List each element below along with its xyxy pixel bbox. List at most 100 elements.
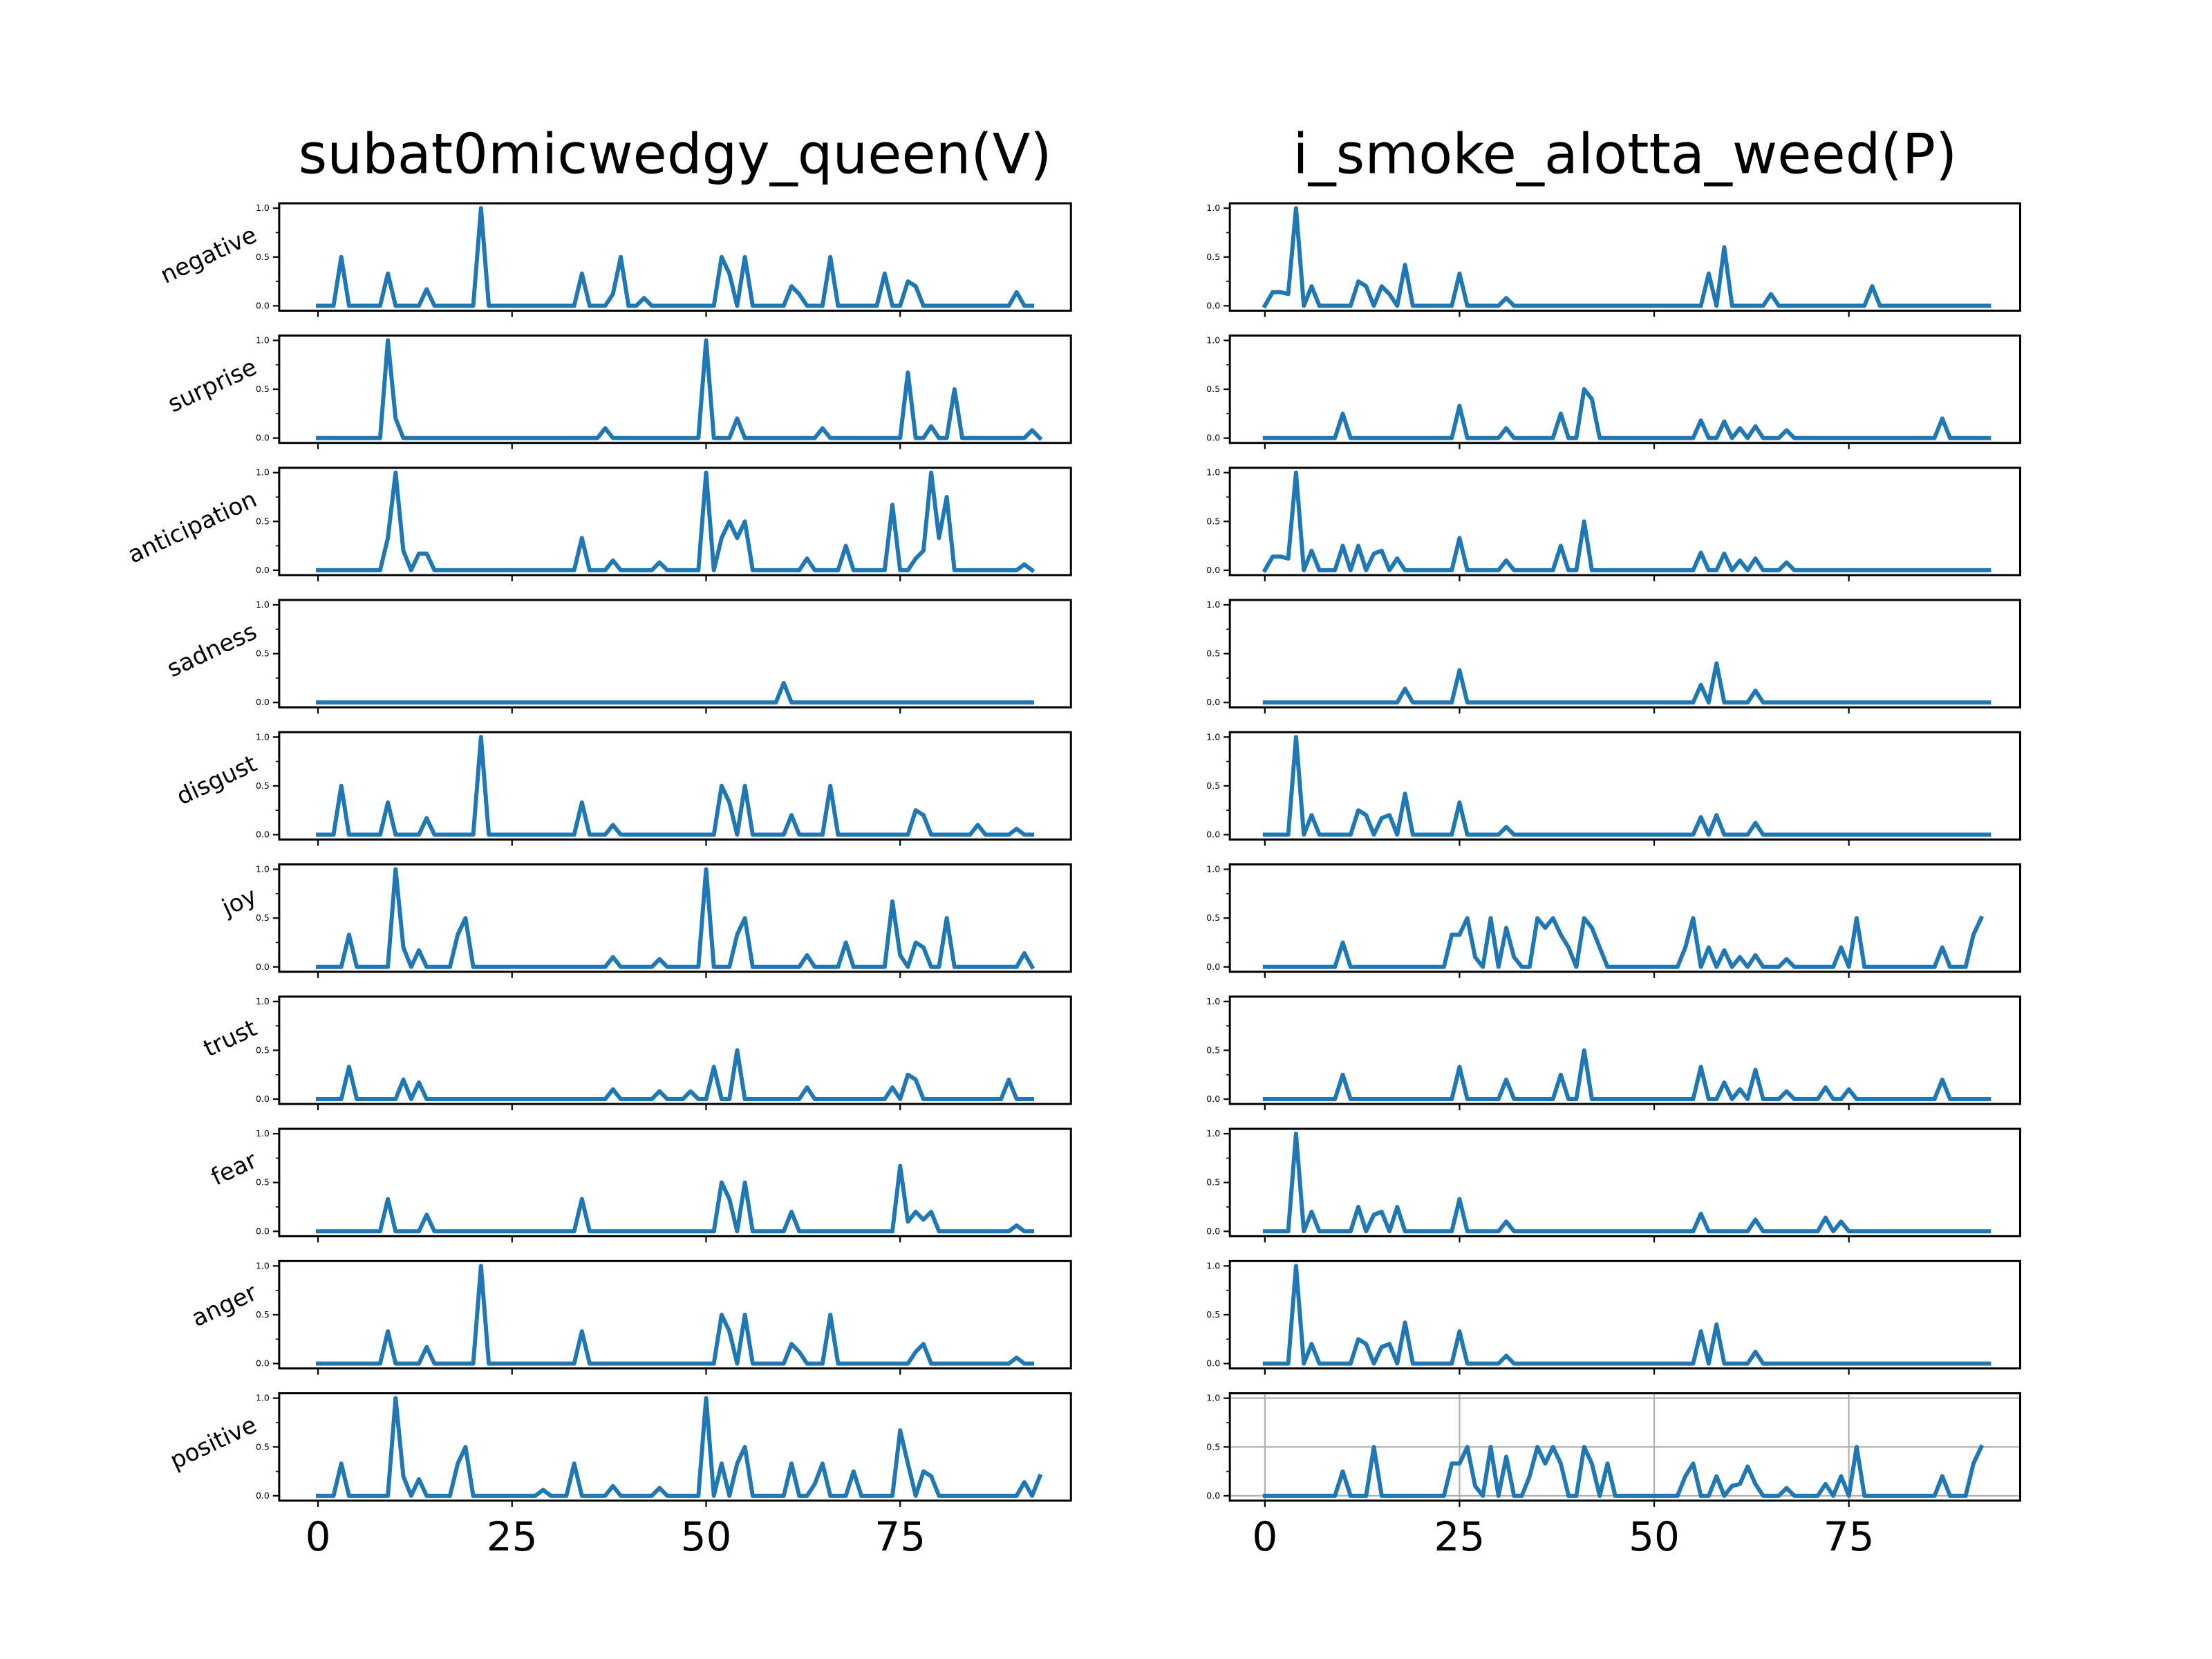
y-tick-label: 0.5: [1206, 780, 1220, 791]
y-tick-label: 0.0: [1206, 1226, 1220, 1236]
column-title: i_smoke_alotta_weed(P): [1293, 122, 1957, 187]
row-label-trust: trust: [199, 1014, 261, 1062]
subplot-surprise: 0.0 0.5 1.0: [1206, 334, 2021, 449]
y-tick-label: 1.0: [1206, 731, 1220, 742]
y-tick-label: 0.5: [256, 912, 270, 923]
row-label-surprise: surprise: [164, 353, 261, 418]
y-tick-label: 0.0: [1206, 433, 1220, 443]
y-tick-label: 0.5: [1206, 252, 1220, 262]
series-line-fear: [316, 1163, 1035, 1234]
y-tick-label: 0.5: [256, 1044, 270, 1055]
series-line-negative: [316, 206, 1035, 308]
y-tick-label: 0.5: [256, 1441, 270, 1452]
subplot-fear: 0.0 0.5 1.0 fear: [207, 1127, 1072, 1243]
y-tick-label: 0.5: [256, 648, 270, 659]
y-tick-label: 1.0: [256, 335, 270, 345]
row-label-sadness: sadness: [163, 618, 261, 684]
x-tick-label: 50: [681, 1513, 732, 1560]
subplot-sadness: 0.0 0.5 1.0: [1206, 599, 2021, 714]
y-tick-label: 0.0: [1206, 300, 1220, 310]
y-tick-label: 0.0: [1206, 1094, 1220, 1104]
x-tick-label: 50: [1629, 1513, 1680, 1560]
y-tick-label: 0.5: [256, 252, 270, 262]
subplot-trust: 0.0 0.5 1.0: [1206, 995, 2021, 1111]
x-tick-label: 0: [306, 1513, 331, 1560]
subplot-anger: 0.0 0.5 1.0: [1206, 1259, 2021, 1375]
y-tick-label: 1.0: [256, 864, 270, 874]
y-tick-label: 0.0: [256, 1490, 270, 1501]
y-tick-label: 1.0: [1206, 335, 1220, 345]
subplot-fear: 0.0 0.5 1.0: [1206, 1127, 2021, 1243]
series-line-anticipation: [316, 470, 1035, 574]
y-tick-label: 0.0: [256, 962, 270, 972]
y-tick-label: 0.5: [256, 1177, 270, 1188]
y-tick-label: 0.0: [256, 1094, 270, 1104]
y-tick-label: 0.5: [1206, 648, 1220, 659]
x-tick-label: 0: [1252, 1513, 1277, 1560]
subplot-anticipation: 0.0 0.5 1.0 anticipation: [124, 467, 1072, 581]
subplot-negative: 0.0 0.5 1.0 negative: [156, 202, 1072, 317]
y-tick-label: 0.0: [256, 697, 270, 707]
y-tick-label: 1.0: [1206, 996, 1220, 1006]
y-tick-label: 1.0: [256, 1260, 270, 1271]
y-tick-label: 0.0: [256, 433, 270, 443]
y-tick-label: 0.5: [1206, 384, 1220, 394]
y-tick-label: 1.0: [1206, 1393, 1220, 1403]
y-tick-label: 0.5: [1206, 1441, 1220, 1452]
row-label-negative: negative: [156, 221, 261, 290]
series-line-surprise: [1262, 387, 1991, 440]
series-line-sadness: [1262, 661, 1991, 705]
y-tick-label: 0.5: [1206, 1044, 1220, 1055]
y-tick-label: 0.0: [1206, 829, 1220, 839]
row-label-anticipation: anticipation: [124, 485, 261, 569]
x-tick-label: 75: [1824, 1513, 1875, 1560]
subplot-frame: [278, 202, 1072, 312]
series-line-positive: [316, 1396, 1043, 1498]
y-tick-label: 0.5: [256, 780, 270, 791]
y-tick-label: 0.5: [1206, 1177, 1220, 1188]
y-tick-label: 1.0: [1206, 1260, 1220, 1271]
series-line-anticipation: [1262, 470, 1991, 573]
subplot-sadness: 0.0 0.5 1.0 sadness: [163, 599, 1072, 714]
y-tick-label: 0.0: [256, 829, 270, 839]
subplot-negative: 0.0 0.5 1.0: [1206, 202, 2021, 317]
subplot-frame: [278, 599, 1072, 709]
subplot-frame: [1228, 731, 2021, 841]
row-label-joy: joy: [217, 882, 261, 922]
series-line-fear: [1262, 1132, 1991, 1234]
subplot-frame: [278, 731, 1072, 841]
subplot-frame: [278, 1259, 1072, 1370]
series-line-trust: [1262, 1048, 1991, 1101]
y-tick-label: 0.5: [256, 516, 270, 526]
y-tick-label: 0.0: [1206, 1490, 1220, 1501]
y-tick-label: 0.0: [1206, 1358, 1220, 1369]
y-tick-label: 0.0: [256, 565, 270, 575]
subplot-disgust: 0.0 0.5 1.0: [1206, 731, 2021, 846]
y-tick-label: 0.0: [1206, 697, 1220, 707]
series-line-joy: [316, 867, 1035, 970]
y-tick-label: 1.0: [1206, 203, 1220, 213]
series-line-positive: [1262, 1444, 1985, 1498]
subplot-joy: 0.0 0.5 1.0: [1206, 863, 2021, 978]
series-line-disgust: [316, 735, 1035, 837]
x-tick-label: 25: [487, 1513, 538, 1560]
subplot-frame: [278, 1127, 1072, 1237]
subplot-disgust: 0.0 0.5 1.0 disgust: [172, 731, 1072, 846]
row-label-fear: fear: [207, 1147, 261, 1192]
subplot-frame: [1228, 599, 2021, 709]
subplot-frame: [1228, 202, 2021, 312]
subplot-surprise: 0.0 0.5 1.0 surprise: [164, 334, 1072, 449]
y-tick-label: 1.0: [256, 1393, 270, 1403]
x-tick-label: 25: [1434, 1513, 1485, 1560]
y-tick-label: 1.0: [1206, 467, 1220, 478]
subplot-positive: 0.0 0.5 1.0 0 25 50 75: [1206, 1392, 2021, 1560]
subplot-frame: [1228, 1127, 2021, 1237]
y-tick-label: 0.5: [256, 1309, 270, 1320]
column-title: subat0micwedgy_queen(V): [299, 122, 1052, 187]
x-tick-label: 75: [874, 1513, 926, 1560]
subplot-positive: 0.0 0.5 1.0 positive 0 25 50 75: [166, 1392, 1072, 1560]
series-line-sadness: [316, 681, 1035, 705]
y-tick-label: 0.0: [256, 300, 270, 310]
y-tick-label: 1.0: [256, 731, 270, 742]
